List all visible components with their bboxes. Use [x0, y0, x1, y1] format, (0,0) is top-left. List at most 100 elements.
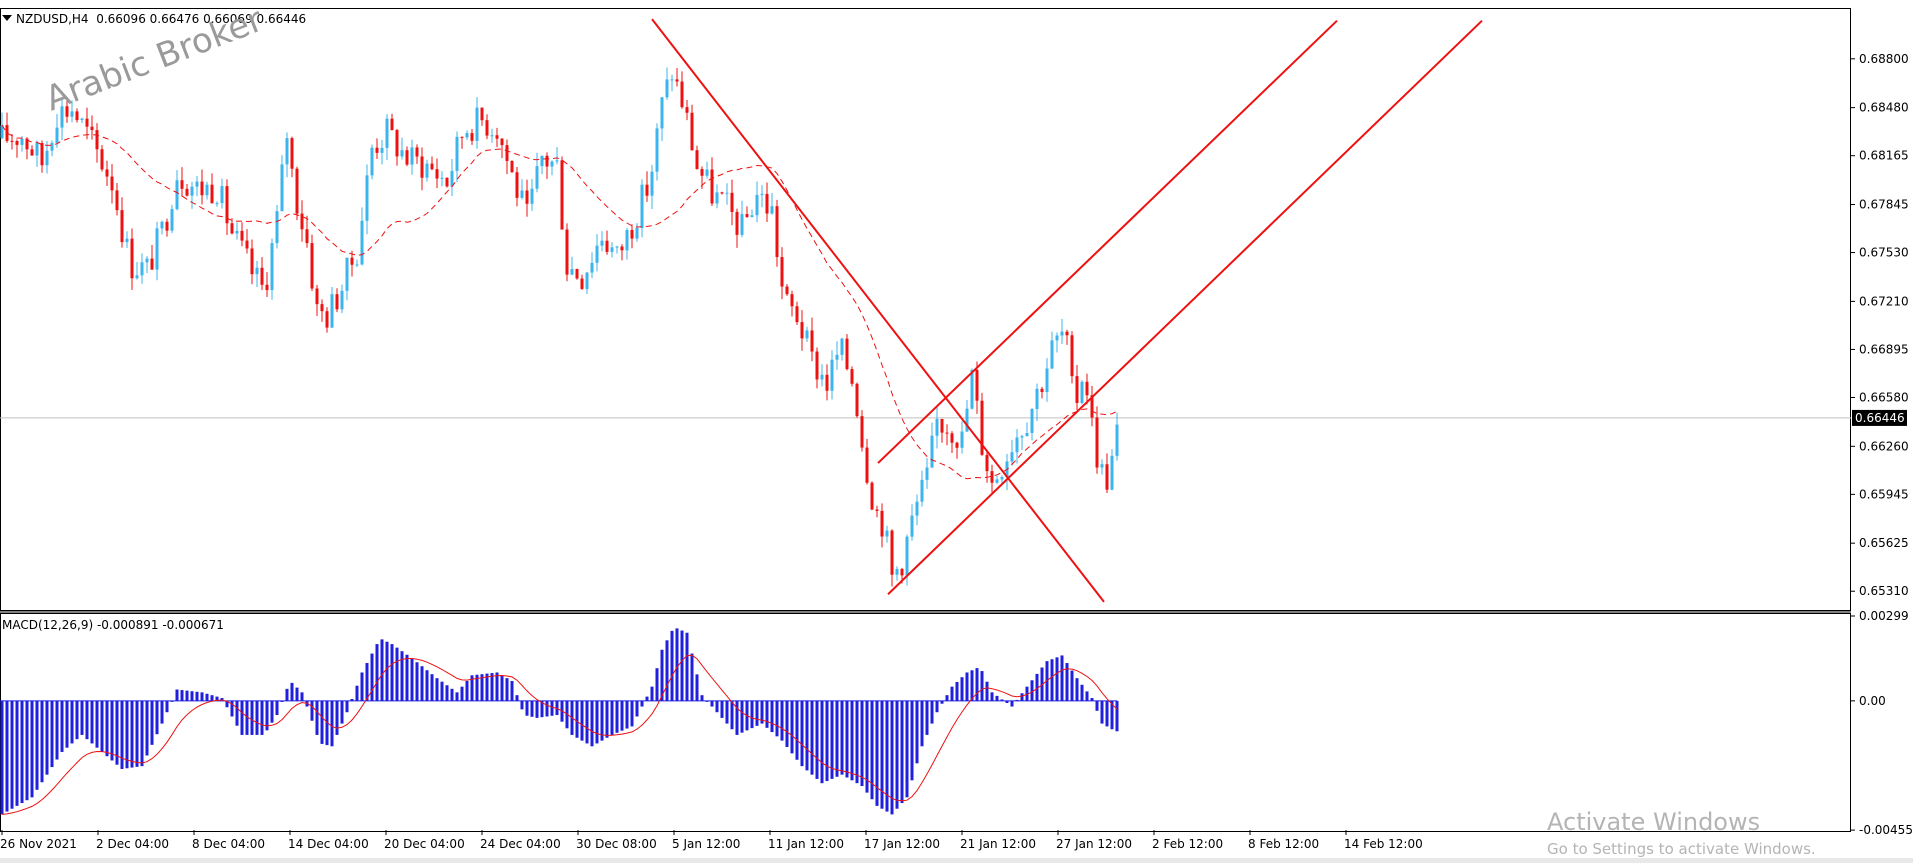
- macd-histogram-bar: [635, 700, 639, 717]
- bearish-candle: [785, 286, 789, 295]
- macd-histogram-bar: [770, 700, 774, 733]
- bullish-candle: [555, 160, 559, 162]
- macd-histogram-bar: [255, 700, 259, 735]
- macd-histogram-bar: [555, 700, 559, 716]
- bullish-candle: [475, 107, 479, 141]
- macd-histogram-bar: [715, 700, 719, 713]
- bearish-candle: [515, 172, 519, 198]
- macd-histogram-bar: [655, 668, 659, 701]
- bullish-candle: [650, 171, 654, 196]
- bullish-candle: [930, 435, 934, 468]
- bullish-candle: [410, 147, 414, 165]
- bullish-candle: [235, 230, 239, 234]
- bearish-candle: [880, 510, 884, 537]
- macd-histogram-bar: [285, 688, 289, 701]
- macd-histogram-bar: [1020, 693, 1024, 701]
- macd-histogram-bar: [290, 682, 294, 701]
- macd-histogram-bar: [1095, 700, 1099, 711]
- macd-histogram-bar: [850, 700, 854, 781]
- macd-histogram-bar: [90, 700, 94, 744]
- macd-histogram-bar: [720, 700, 724, 718]
- macd-histogram-bar: [1000, 699, 1004, 701]
- macd-histogram-bar: [1030, 680, 1034, 701]
- macd-histogram-bar: [590, 700, 594, 747]
- macd-histogram-bar: [110, 700, 114, 761]
- macd-histogram-bar: [265, 700, 269, 731]
- bearish-candle: [390, 118, 394, 131]
- macd-histogram-bar: [365, 663, 369, 701]
- bullish-candle: [570, 269, 574, 275]
- macd-histogram-bar: [470, 675, 474, 701]
- bearish-candle: [110, 176, 114, 191]
- macd-histogram-bar: [40, 700, 44, 783]
- ohlc-values: 0.66096 0.66476 0.66069 0.66446: [96, 12, 307, 26]
- macd-histogram-bar: [105, 700, 109, 757]
- downtrend-line[interactable]: [651, 18, 1105, 603]
- macd-histogram-bar: [1070, 670, 1074, 701]
- bullish-candle: [1115, 424, 1119, 456]
- time-tick-label: 21 Jan 12:00: [960, 837, 1036, 851]
- macd-header[interactable]: MACD(12,26,9) -0.000891 -0.000671: [2, 618, 224, 632]
- bullish-candle: [970, 369, 974, 409]
- time-tick-label: 26 Nov 2021: [0, 837, 77, 851]
- bearish-candle: [735, 211, 739, 235]
- bullish-candle: [155, 228, 159, 270]
- time-tick-label: 8 Dec 04:00: [192, 837, 265, 851]
- price-tick-label: 0.65310: [1859, 584, 1909, 598]
- bearish-candle: [230, 223, 234, 234]
- bearish-candle: [30, 149, 34, 156]
- bullish-candle: [1080, 381, 1084, 404]
- bearish-candle: [980, 400, 984, 455]
- bullish-candle: [965, 408, 969, 432]
- macd-tick-label: 0.00: [1859, 694, 1886, 708]
- macd-histogram-bar: [425, 670, 429, 701]
- macd-histogram-bar: [695, 674, 699, 701]
- bullish-candle: [635, 227, 639, 239]
- macd-histogram-bar: [220, 698, 224, 701]
- bullish-candle: [1100, 464, 1104, 468]
- bearish-candle: [430, 163, 434, 170]
- macd-histogram-bar: [45, 700, 49, 775]
- macd-histogram-bar: [955, 681, 959, 701]
- bearish-candle: [260, 267, 264, 285]
- macd-histogram-bar: [80, 700, 84, 735]
- macd-histogram-bar: [865, 700, 869, 793]
- bullish-candle: [530, 188, 534, 204]
- bearish-candle: [15, 141, 19, 145]
- bullish-candle: [920, 479, 924, 502]
- macd-histogram-bar: [415, 662, 419, 701]
- bearish-candle: [415, 147, 419, 157]
- bearish-candle: [90, 126, 94, 131]
- macd-histogram-bar: [450, 688, 454, 701]
- bearish-candle: [300, 213, 304, 230]
- bullish-candle: [805, 330, 809, 339]
- bearish-candle: [470, 133, 474, 141]
- channel-upper-line[interactable]: [877, 19, 1338, 464]
- time-tick-label: 27 Jan 12:00: [1056, 837, 1132, 851]
- macd-histogram-bar: [860, 700, 864, 787]
- bullish-candle: [520, 190, 524, 198]
- symbol-header[interactable]: NZDUSD,H4 0.66096 0.66476 0.66069 0.6644…: [2, 12, 306, 26]
- bearish-candle: [1040, 388, 1044, 393]
- bullish-candle: [145, 258, 149, 263]
- bullish-candle: [910, 515, 914, 537]
- price-tick-label: 0.66895: [1859, 342, 1909, 356]
- time-tick-label: 14 Dec 04:00: [288, 837, 369, 851]
- channel-lower-line[interactable]: [887, 19, 1483, 595]
- bearish-candle: [800, 322, 804, 339]
- macd-histogram-bar: [945, 695, 949, 701]
- bullish-candle: [285, 138, 289, 165]
- macd-histogram-bar: [940, 700, 944, 704]
- dropdown-triangle-icon[interactable]: [2, 15, 12, 21]
- bullish-candle: [370, 147, 374, 176]
- macd-histogram-bar: [10, 700, 14, 809]
- time-tick-label: 11 Jan 12:00: [768, 837, 844, 851]
- bearish-candle: [775, 206, 779, 258]
- bearish-candle: [250, 248, 254, 275]
- macd-histogram-bar: [525, 700, 529, 716]
- bearish-candle: [1070, 335, 1074, 377]
- time-tick-label: 24 Dec 04:00: [480, 837, 561, 851]
- bullish-candle: [895, 568, 899, 575]
